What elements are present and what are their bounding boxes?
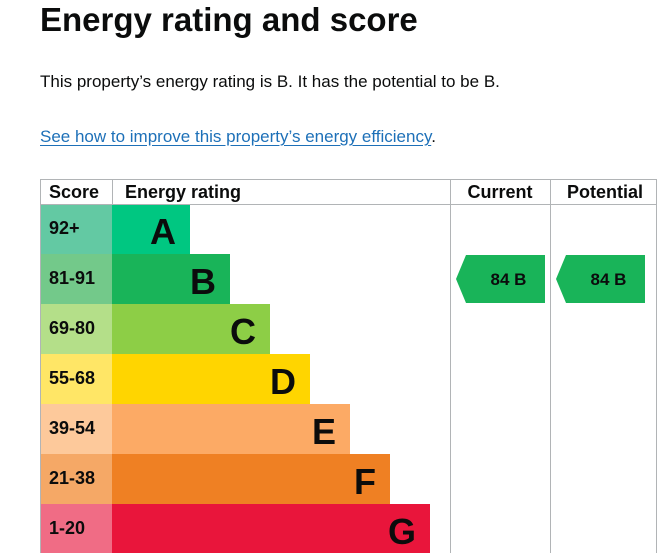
potential-rating-arrow: [556, 255, 645, 303]
score-range-a: 92+: [49, 218, 80, 238]
score-range-f: 21-38: [49, 468, 95, 488]
score-range-b: 81-91: [49, 268, 95, 288]
rating-bar-g: [112, 504, 430, 553]
rating-letter-c: C: [230, 311, 256, 352]
page-title: Energy rating and score: [40, 1, 418, 38]
header-score: Score: [49, 182, 99, 202]
score-cell-f: [40, 454, 112, 504]
rating-bar-e: [112, 404, 350, 454]
score-range-e: 39-54: [49, 418, 95, 438]
header-energy-rating: Energy rating: [125, 182, 241, 202]
potential-rating-label: 84 B: [591, 270, 627, 289]
rating-letter-a: A: [150, 211, 176, 252]
header-potential: Potential: [567, 182, 643, 202]
energy-rating-chart: Score Energy rating Current Potential 92+ A 81…: [40, 179, 657, 553]
score-range-g: 1-20: [49, 518, 85, 538]
current-rating-label: 84 B: [491, 270, 527, 289]
rating-letter-f: F: [354, 461, 376, 502]
rating-bar-a: [112, 204, 190, 254]
score-cell-b: [40, 254, 112, 304]
rating-bar-d: [112, 354, 310, 404]
score-range-c: 69-80: [49, 318, 95, 338]
link-suffix: .: [431, 127, 436, 146]
score-cell-g: [40, 504, 112, 553]
rating-summary: This property’s energy rating is B. It h…: [40, 72, 500, 91]
improve-efficiency-link[interactable]: See how to improve this property’s energ…: [40, 127, 432, 146]
rating-bar-f: [112, 454, 390, 504]
rating-letter-g: G: [388, 511, 416, 552]
improve-link-line: See how to improve this property’s energ…: [40, 125, 436, 149]
header-current: Current: [467, 182, 532, 202]
rating-letter-e: E: [312, 411, 336, 452]
energy-rating-chart-svg: Score Energy rating Current Potential 92+ A 81…: [40, 179, 657, 553]
score-range-d: 55-68: [49, 368, 95, 388]
score-cell-e: [40, 404, 112, 454]
score-cell-d: [40, 354, 112, 404]
rating-letter-d: D: [270, 361, 296, 402]
current-rating-arrow: [456, 255, 545, 303]
score-cell-a: [40, 204, 112, 254]
rating-bar-b: [112, 254, 230, 304]
score-cell-c: [40, 304, 112, 354]
rating-letter-b: B: [190, 261, 216, 302]
rating-bar-c: [112, 304, 270, 354]
